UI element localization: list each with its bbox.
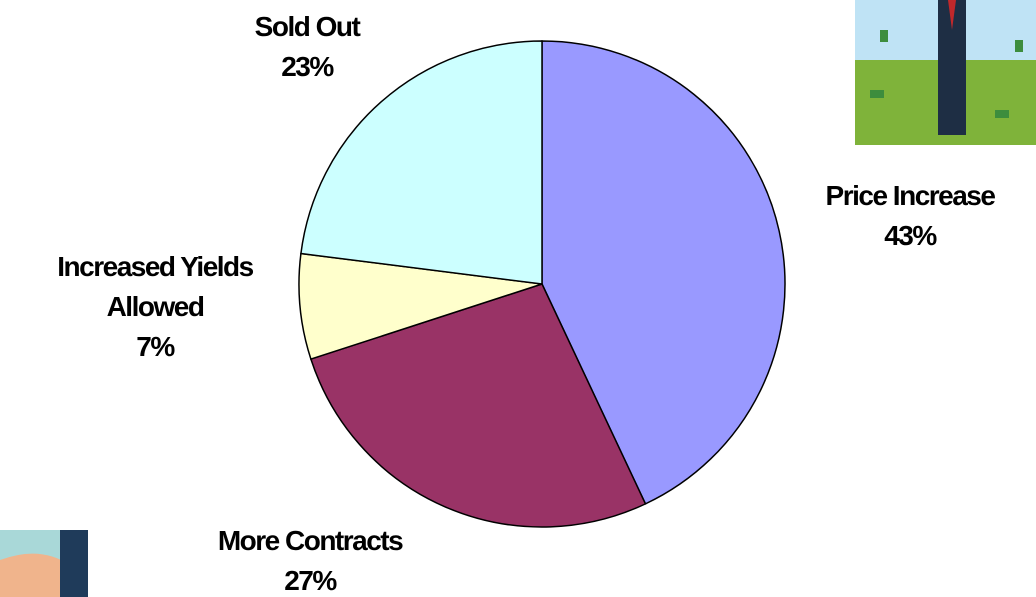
pie — [299, 41, 785, 527]
slice-label: Sold Out 23% — [207, 7, 407, 87]
category-label: More Contracts — [160, 521, 460, 561]
category-label: Price Increase — [765, 176, 1036, 216]
category-label: Sold Out — [207, 7, 407, 47]
slice-label: More Contracts 27% — [160, 521, 460, 597]
value-label: 7% — [10, 327, 300, 367]
slice-label: Increased Yields Allowed 7% — [10, 247, 300, 367]
page: Price Increase 43% More Contracts 27% In… — [0, 0, 1036, 597]
clipart-handshake — [0, 530, 88, 597]
category-label: Increased Yields Allowed — [10, 247, 300, 327]
value-label: 27% — [160, 561, 460, 597]
value-label: 23% — [207, 47, 407, 87]
value-label: 43% — [765, 216, 1036, 256]
slice-label: Price Increase 43% — [765, 176, 1036, 256]
clipart-money-man — [855, 0, 1036, 145]
